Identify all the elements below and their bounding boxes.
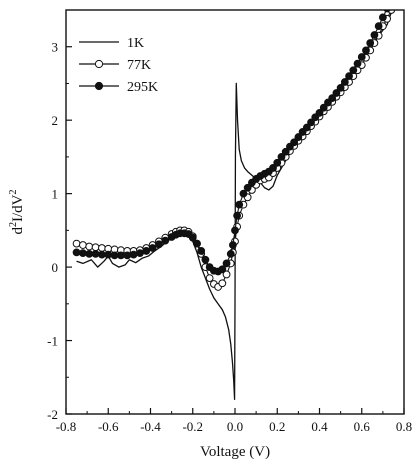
plot-area [72,10,396,400]
legend-label: 1K [127,36,144,51]
data-point [277,153,286,161]
x-tick-label: -0.4 [140,419,161,434]
data-point [243,183,252,192]
data-point [336,83,345,92]
data-point [142,247,151,255]
legend-swatch-marker [94,59,104,69]
data-point [110,251,119,260]
x-tick-label: 0.8 [396,419,412,434]
data-point [161,236,170,245]
data-point [345,72,353,81]
data-point [235,200,244,209]
y-axis-label-mid: I/dV [10,194,26,222]
y-axis-label: d2I/dV2 [8,190,26,235]
legend-item: 295K [79,80,158,95]
y-tick-label: -2 [47,407,58,422]
data-point [72,239,81,248]
data-point [378,13,387,22]
legend-item: 77K [79,58,151,73]
data-point [79,249,87,258]
data-point [129,250,138,259]
data-point [353,59,362,68]
series-line [76,10,393,400]
x-tick-label: -0.8 [56,419,77,434]
data-point [148,244,157,252]
data-point [91,243,100,252]
x-tick-label: 0.6 [354,419,371,434]
data-point [218,265,227,274]
data-point [72,248,81,257]
data-point [98,244,106,252]
data-point [193,239,201,248]
data-point [231,226,239,235]
y-axis-label-main: d [10,227,26,235]
data-point [155,240,163,249]
x-tick-label: 0.2 [269,419,285,434]
data-point [79,241,87,249]
data-point [85,249,94,258]
data-point [188,233,197,242]
y-tick-label: 1 [52,187,59,202]
data-point [307,118,315,127]
legend-label: 295K [127,80,158,95]
data-point [98,250,106,259]
x-axis-ticks: -0.8 -0.6 -0.4 -0.2 0.0 0.2 0.4 0.6 0.8 [56,408,412,434]
y-tick-label: 0 [52,260,59,275]
data-point [136,249,144,258]
legend: 1K 77K 295K [79,36,158,95]
legend-swatch-marker [94,81,104,91]
data-point [366,39,375,47]
data-point [332,89,341,97]
x-tick-label: -0.6 [98,419,119,434]
data-point [302,123,311,132]
data-point [201,255,210,264]
data-point [239,189,248,198]
data-point [222,270,231,279]
data-point [226,249,235,258]
data-point [294,133,303,141]
data-point [85,242,94,251]
data-point [123,251,132,260]
data-point [233,211,242,220]
x-axis-label: Voltage (V) [200,444,270,460]
data-point [383,10,391,13]
data-point [357,53,366,61]
data-point [370,31,379,39]
data-point [218,279,227,288]
data-point [281,147,290,156]
data-point [340,78,349,86]
y-axis-label-sup1: 2 [8,222,19,227]
x-tick-label: 0.0 [227,419,243,434]
legend-item: 1K [79,36,144,51]
y-tick-label: 3 [52,40,59,55]
data-point [104,250,113,259]
data-point [205,274,214,283]
data-point [328,94,337,103]
data-point [228,241,237,249]
y-axis-ticks: -2 -1 0 1 2 3 [47,9,72,422]
data-point [269,164,277,172]
data-point [117,251,125,260]
data-point [91,249,100,258]
data-point [374,22,383,31]
data-point [349,66,358,75]
data-point [197,247,206,255]
series-1k [76,10,393,400]
data-point [362,46,370,55]
data-point [290,138,299,147]
data-point [315,108,324,117]
y-tick-label: -1 [47,334,58,349]
series-295k [72,10,391,276]
legend-label: 77K [127,58,151,73]
x-tick-label: 0.4 [311,419,328,434]
y-axis-label-sup2: 2 [8,190,19,195]
data-point [273,158,282,167]
data-point [222,259,231,268]
x-tick-label: -0.2 [182,419,203,434]
data-point [319,103,328,112]
y-tick-label: 2 [52,113,59,128]
series-layer [72,10,396,400]
